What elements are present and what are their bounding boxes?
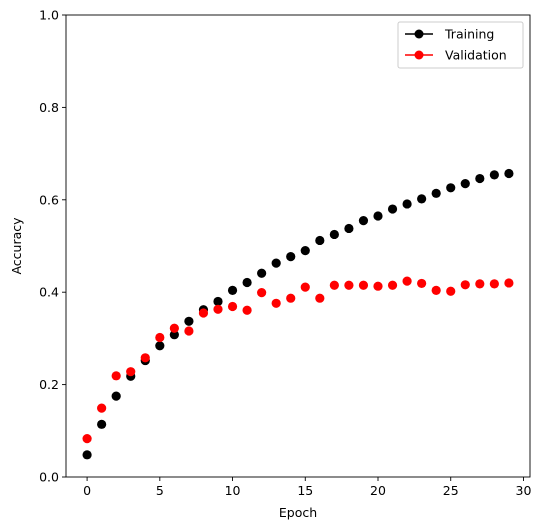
point-validation-27 — [475, 279, 485, 289]
legend-label-training: Training — [444, 27, 494, 42]
point-training-2 — [111, 391, 121, 401]
point-training-20 — [373, 211, 383, 221]
point-validation-13 — [271, 298, 281, 308]
point-training-1 — [97, 419, 107, 429]
point-training-11 — [242, 277, 252, 288]
point-validation-2 — [111, 371, 121, 381]
point-training-12 — [257, 268, 267, 278]
point-validation-22 — [402, 276, 412, 286]
point-training-27 — [475, 173, 485, 184]
point-validation-5 — [155, 332, 165, 343]
point-training-23 — [417, 194, 427, 204]
point-validation-1 — [97, 403, 107, 413]
y-tick-label-0.6: 0.6 — [39, 192, 59, 207]
x-tick-label-30: 30 — [516, 483, 532, 498]
y-axis-label: Accuracy — [9, 217, 24, 275]
plot-area — [82, 168, 514, 460]
axes-frame — [65, 14, 531, 478]
point-validation-19 — [358, 280, 369, 290]
point-training-24 — [431, 188, 441, 198]
point-validation-11 — [242, 305, 252, 315]
point-training-14 — [286, 252, 296, 262]
point-validation-21 — [387, 280, 398, 290]
legend-label-validation: Validation — [445, 48, 507, 63]
point-training-6 — [169, 330, 179, 340]
x-tick-label-15: 15 — [297, 483, 313, 498]
point-validation-4 — [140, 353, 150, 363]
point-validation-26 — [460, 280, 470, 290]
point-training-25 — [446, 183, 456, 193]
point-validation-12 — [257, 288, 267, 298]
x-tick-label-20: 20 — [370, 483, 386, 498]
point-validation-16 — [315, 293, 325, 303]
legend-marker-validation — [414, 50, 424, 60]
point-training-10 — [227, 285, 238, 295]
point-training-9 — [213, 296, 223, 307]
y-tick-label-0.2: 0.2 — [39, 377, 59, 392]
point-validation-0 — [82, 434, 92, 444]
point-validation-17 — [329, 280, 339, 290]
point-training-5 — [155, 341, 165, 351]
point-validation-29 — [504, 278, 514, 288]
series-validation — [82, 276, 514, 444]
legend-marker-training — [414, 29, 424, 39]
point-training-22 — [402, 199, 412, 209]
series-training — [82, 168, 514, 460]
point-training-0 — [82, 450, 92, 460]
point-validation-18 — [344, 280, 354, 290]
point-validation-28 — [489, 279, 499, 289]
y-tick-label-0.0: 0.0 — [39, 470, 59, 485]
y-tick-label-0.8: 0.8 — [39, 100, 59, 115]
x-tick-label-10: 10 — [225, 483, 241, 498]
point-training-21 — [387, 204, 398, 214]
x-tick-label-0: 0 — [83, 483, 91, 498]
y-tick-label-1.0: 1.0 — [39, 8, 59, 23]
x-axis-label: Epoch — [279, 505, 317, 520]
point-validation-20 — [373, 281, 383, 291]
axes: 0 5 10 15 20 25 30 0.0 0.2 0.4 0.6 0.8 1.0 — [39, 8, 531, 499]
y-tick-label-0.4: 0.4 — [39, 285, 59, 300]
x-tick-label-25: 25 — [443, 483, 459, 498]
point-validation-3 — [126, 367, 136, 377]
point-training-26 — [460, 179, 470, 189]
point-training-18 — [344, 223, 354, 234]
legend: Training Validation — [397, 21, 524, 69]
point-validation-8 — [198, 308, 209, 318]
point-validation-24 — [431, 285, 441, 295]
point-training-16 — [315, 235, 325, 246]
point-training-28 — [489, 170, 499, 180]
point-validation-9 — [213, 304, 223, 314]
point-training-17 — [329, 229, 339, 240]
x-tick-label-5: 5 — [156, 483, 164, 498]
point-validation-25 — [446, 286, 456, 296]
point-validation-10 — [227, 301, 238, 312]
point-validation-15 — [300, 282, 310, 292]
point-validation-14 — [286, 293, 296, 303]
point-training-13 — [271, 258, 281, 268]
point-training-29 — [504, 168, 514, 179]
point-training-7 — [184, 316, 194, 326]
point-validation-6 — [169, 323, 179, 333]
point-validation-7 — [184, 326, 194, 336]
point-validation-23 — [417, 278, 427, 289]
point-training-15 — [300, 246, 310, 256]
point-training-19 — [358, 215, 369, 226]
